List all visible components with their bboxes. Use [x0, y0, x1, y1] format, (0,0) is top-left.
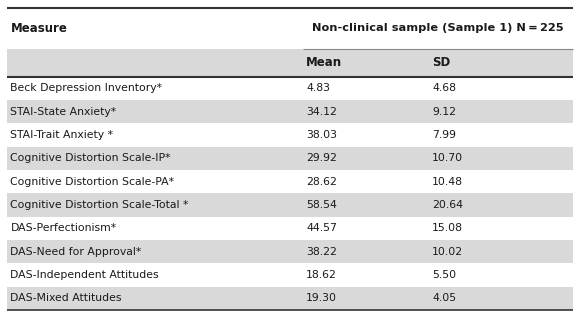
Bar — [7, 147, 573, 170]
Text: STAI-Trait Anxiety *: STAI-Trait Anxiety * — [10, 130, 114, 140]
Text: 4.68: 4.68 — [432, 83, 456, 93]
Text: SD: SD — [432, 56, 450, 69]
Bar — [7, 77, 573, 100]
Text: Cognitive Distortion Scale-Total *: Cognitive Distortion Scale-Total * — [10, 200, 189, 210]
Bar — [7, 170, 573, 193]
Bar — [7, 49, 573, 77]
Text: Cognitive Distortion Scale-PA*: Cognitive Distortion Scale-PA* — [10, 176, 175, 187]
Bar — [7, 193, 573, 217]
Text: STAI-State Anxiety*: STAI-State Anxiety* — [10, 107, 117, 117]
Text: 20.64: 20.64 — [432, 200, 463, 210]
Text: 34.12: 34.12 — [306, 107, 337, 117]
Text: 9.12: 9.12 — [432, 107, 456, 117]
Bar — [7, 100, 573, 123]
Text: DAS-Perfectionism*: DAS-Perfectionism* — [10, 223, 117, 233]
Bar — [7, 217, 573, 240]
Text: 5.50: 5.50 — [432, 270, 456, 280]
Bar — [7, 240, 573, 263]
Text: 10.70: 10.70 — [432, 153, 463, 163]
Text: 29.92: 29.92 — [306, 153, 337, 163]
Text: 58.54: 58.54 — [306, 200, 337, 210]
Text: Cognitive Distortion Scale-IP*: Cognitive Distortion Scale-IP* — [10, 153, 171, 163]
Bar — [7, 8, 573, 49]
Text: 4.05: 4.05 — [432, 294, 456, 303]
Text: DAS-Mixed Attitudes: DAS-Mixed Attitudes — [10, 294, 122, 303]
Text: 19.30: 19.30 — [306, 294, 337, 303]
Text: DAS-Independent Attitudes: DAS-Independent Attitudes — [10, 270, 159, 280]
Text: Non-clinical sample (Sample 1) N = 225: Non-clinical sample (Sample 1) N = 225 — [312, 23, 564, 33]
Text: Mean: Mean — [306, 56, 342, 69]
Text: 18.62: 18.62 — [306, 270, 337, 280]
Text: DAS-Need for Approval*: DAS-Need for Approval* — [10, 247, 142, 257]
Text: 7.99: 7.99 — [432, 130, 456, 140]
Text: 10.48: 10.48 — [432, 176, 463, 187]
Text: 4.83: 4.83 — [306, 83, 330, 93]
Text: Measure: Measure — [10, 22, 67, 35]
Text: 10.02: 10.02 — [432, 247, 463, 257]
Bar — [7, 123, 573, 147]
Text: 28.62: 28.62 — [306, 176, 337, 187]
Text: 44.57: 44.57 — [306, 223, 337, 233]
Bar — [7, 263, 573, 287]
Bar — [7, 287, 573, 310]
Text: 38.03: 38.03 — [306, 130, 337, 140]
Text: Beck Depression Inventory*: Beck Depression Inventory* — [10, 83, 162, 93]
Text: 38.22: 38.22 — [306, 247, 337, 257]
Text: 15.08: 15.08 — [432, 223, 463, 233]
